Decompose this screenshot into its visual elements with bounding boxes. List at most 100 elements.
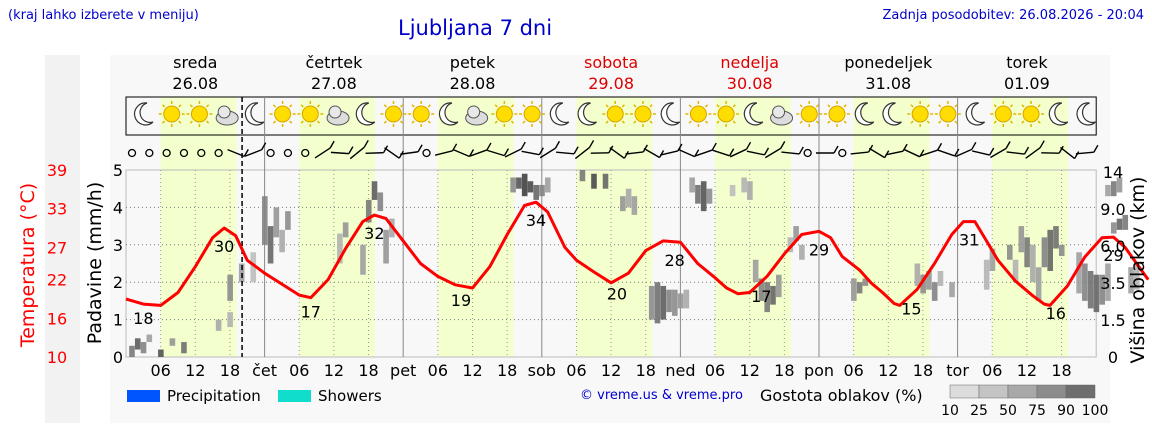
cloud-cell <box>267 226 274 264</box>
cloud-cell <box>654 282 661 324</box>
sun-ray <box>716 104 720 108</box>
wind-barb-flag <box>971 141 977 150</box>
day-date: 30.08 <box>727 74 773 93</box>
sun-ray <box>926 120 930 124</box>
cloud-density-swatch <box>978 384 1009 399</box>
wind-barb-flag <box>729 148 735 157</box>
cloud-cell <box>764 282 771 313</box>
cloud-density-step: 100 <box>1082 403 1109 419</box>
cloud-density-step: 75 <box>1028 403 1046 419</box>
temperature-tick: 39 <box>47 161 67 180</box>
wind-barb-flag <box>1039 140 1045 149</box>
cloud-cell <box>516 177 522 189</box>
moon-icon <box>854 102 875 126</box>
showers-legend-label: Showers <box>318 387 382 405</box>
cloud-cell <box>215 319 222 331</box>
sun-ray <box>522 120 526 124</box>
sun-ray <box>300 104 304 108</box>
hour-tick: 18 <box>220 361 240 380</box>
cloud-cell <box>793 226 799 242</box>
wind-barb-flag <box>573 146 579 155</box>
wind-barb-flag <box>486 142 492 151</box>
wind-barb-icon <box>764 147 782 159</box>
hour-tick: 12 <box>1017 361 1037 380</box>
wind-barb-flag <box>503 148 510 156</box>
cloud-height-tick: 9.0 <box>1100 200 1125 219</box>
cloud-cell <box>544 177 551 193</box>
sun-ray <box>621 104 625 108</box>
axis-strip <box>45 55 80 423</box>
cloud-cell <box>250 252 257 283</box>
precipitation-tick: 0 <box>113 348 123 367</box>
wind-barb-icon <box>452 148 470 158</box>
moon-icon <box>660 102 681 126</box>
legend: Precipitation Showers Gostota oblakov (%) 1… <box>127 384 1109 419</box>
cloud-cell <box>631 196 638 215</box>
sun-icon <box>190 105 208 123</box>
cloud-cell <box>377 192 384 212</box>
cloud-cell <box>648 285 655 320</box>
cloud-cell <box>1053 226 1059 249</box>
hour-tick: 06 <box>566 361 586 380</box>
cloud-cell <box>273 207 280 238</box>
cloud-icon-puff <box>328 105 342 119</box>
cloud-cell <box>706 188 713 204</box>
wind-barb-icon <box>330 151 349 155</box>
sun-ray <box>400 120 404 124</box>
cloud-cell <box>926 270 932 290</box>
cloud-cell <box>851 278 857 301</box>
cloud-cell <box>1116 177 1123 193</box>
cloud-cell <box>342 222 349 238</box>
cloud-icon-puff <box>467 105 481 119</box>
cloud-cell <box>989 248 996 271</box>
cloud-cell <box>931 282 938 301</box>
cloud-cell <box>1082 263 1088 301</box>
temperature-tick: 33 <box>47 200 67 219</box>
sun-ray <box>732 104 736 108</box>
cloud-cell <box>134 338 141 350</box>
hour-tick: 18 <box>636 361 656 380</box>
wind-barb-flag <box>329 140 335 149</box>
sun-icon <box>384 105 402 123</box>
wind-barb-flag <box>711 142 717 151</box>
precipitation-tick: 3 <box>113 236 123 255</box>
sun-ray <box>289 120 293 124</box>
precipitation-tick: 2 <box>113 273 123 292</box>
wind-barb-icon <box>660 150 679 156</box>
cloud-cell <box>729 184 736 197</box>
sun-ray <box>494 120 498 124</box>
day-name: četrtek <box>305 53 363 72</box>
temperature-tick: 27 <box>47 238 67 257</box>
wind-barb-flag <box>417 144 423 153</box>
day-name: ponedeljek <box>844 53 933 72</box>
calm-wind-icon <box>162 148 171 158</box>
sun-ray <box>605 104 609 108</box>
sun-ray <box>688 104 692 108</box>
calm-wind-icon <box>197 148 206 158</box>
cloud-cell <box>539 184 545 197</box>
cloud-cell <box>799 244 805 260</box>
precipitation-tick: 5 <box>113 161 123 180</box>
cloud-cell <box>937 270 944 286</box>
sun-ray <box>993 104 997 108</box>
cloud-cell <box>262 196 268 245</box>
sun-ray <box>1037 104 1041 108</box>
sun-ray <box>633 104 637 108</box>
cloud-cell <box>238 263 245 283</box>
day-name: nedelja <box>720 53 779 72</box>
sun-icon <box>606 105 624 123</box>
temperature-label: 29 <box>1103 246 1123 265</box>
sun-ray <box>427 120 431 124</box>
hour-tick: 06 <box>843 361 863 380</box>
sun-ray <box>411 104 415 108</box>
cloud-cell <box>1105 263 1111 301</box>
hour-tick: 18 <box>774 361 794 380</box>
cloud-cell <box>1105 184 1111 197</box>
cloud-cell <box>383 229 389 264</box>
cloud-cell <box>949 282 955 298</box>
cloud-cell <box>285 211 291 230</box>
sun-icon <box>994 105 1012 123</box>
sun-ray <box>538 104 542 108</box>
cloud-cell <box>1058 244 1065 257</box>
sun-ray <box>400 104 404 108</box>
